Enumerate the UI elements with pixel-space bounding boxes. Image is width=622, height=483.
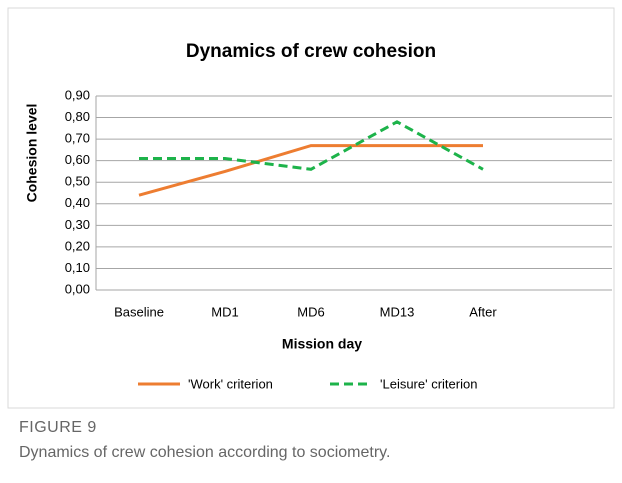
y-tick-label: 0,10: [65, 260, 90, 275]
y-tick-label: 0,50: [65, 174, 90, 189]
y-axis-label: Cohesion level: [24, 104, 40, 203]
x-tick-label: MD1: [211, 304, 238, 319]
y-tick-label: 0,90: [65, 87, 90, 102]
y-tick-label: 0,00: [65, 281, 90, 296]
legend-label: 'Leisure' criterion: [380, 376, 477, 391]
figure-label: FIGURE 9: [19, 419, 97, 436]
y-tick-label: 0,30: [65, 217, 90, 232]
y-tick-label: 0,20: [65, 238, 90, 253]
series-line: [138, 144, 483, 197]
x-tick-label: After: [469, 304, 497, 319]
chart-frame: [7, 7, 615, 409]
chart-title: Dynamics of crew cohesion: [186, 41, 436, 62]
y-tick-label: 0,80: [65, 109, 90, 124]
y-tick-label: 0,70: [65, 131, 90, 146]
legend-label: 'Work' criterion: [188, 376, 273, 391]
x-tick-label: MD6: [297, 304, 324, 319]
y-tick-label: 0,40: [65, 195, 90, 210]
x-tick-label: Baseline: [114, 304, 164, 319]
y-tick-label: 0,60: [65, 152, 90, 167]
x-tick-label: MD13: [380, 304, 415, 319]
figure-caption: Dynamics of crew cohesion according to s…: [19, 444, 390, 461]
series-line: [139, 120, 484, 171]
x-axis-label: Mission day: [282, 336, 362, 352]
